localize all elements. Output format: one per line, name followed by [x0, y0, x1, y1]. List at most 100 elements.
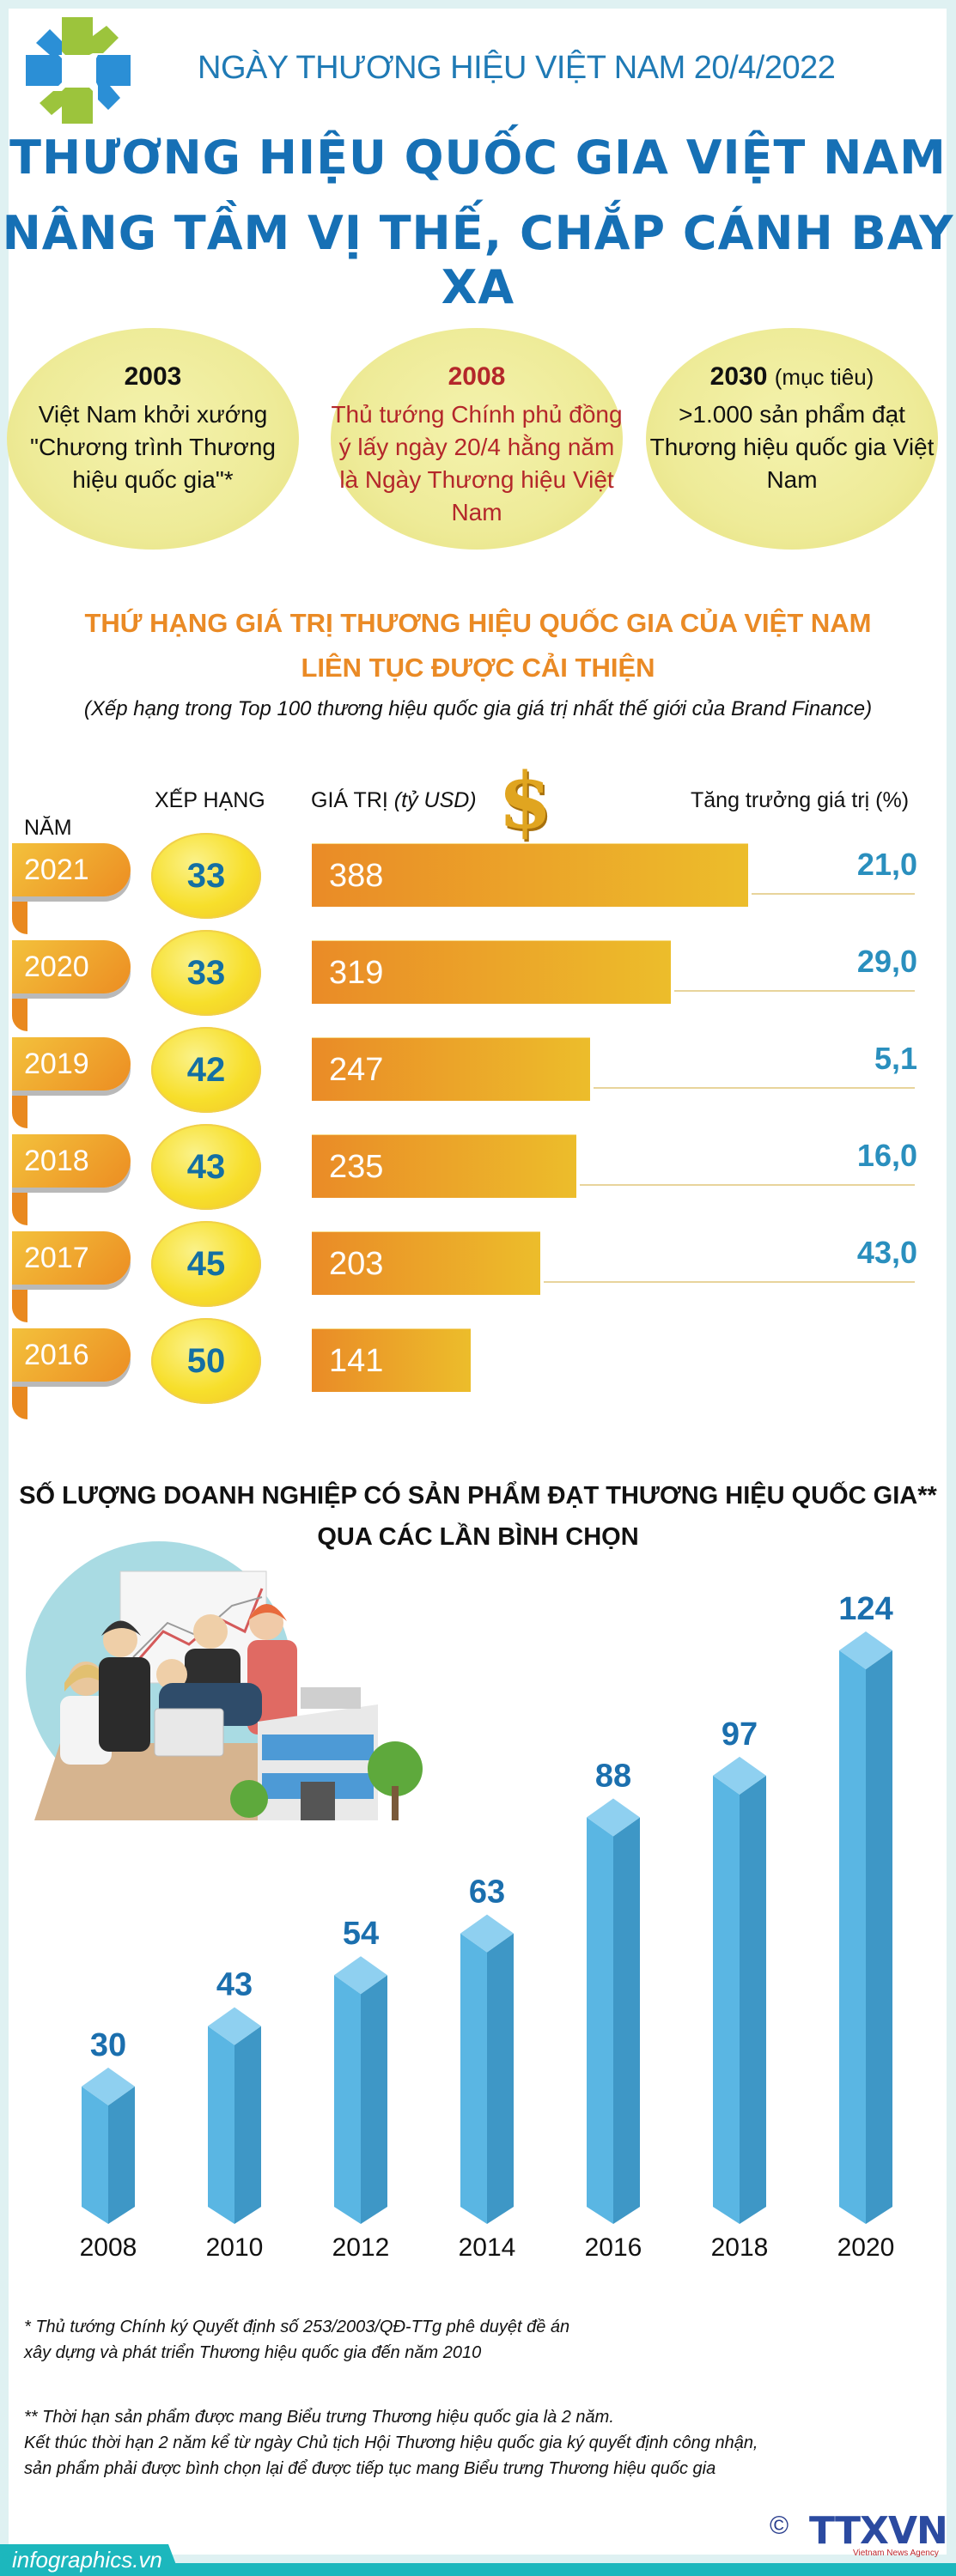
milestone-text: Thủ tướng Chính phủ đồng ý lấy ngày 20/4… — [331, 401, 623, 526]
value-bar: 235 — [312, 1134, 576, 1198]
footer-brand-link[interactable]: infographics.vn — [12, 2547, 162, 2573]
footnote-2-line2: Kết thúc thời hạn 2 năm kể từ ngày Chủ t… — [24, 2433, 758, 2452]
year-flag-tail — [12, 1184, 27, 1225]
x-tick-label: 2020 — [837, 2233, 895, 2258]
ranking-title-line1: THỨ HẠNG GIÁ TRỊ THƯƠNG HIỆU QUỐC GIA CỦ… — [84, 608, 872, 638]
footnote-1: * Thủ tướng Chính ký Quyết định số 253/2… — [24, 2314, 569, 2366]
bar-2010: 43 2010 — [206, 1967, 264, 2258]
x-tick-label: 2014 — [459, 2233, 516, 2258]
bar-top-face — [334, 1956, 387, 1995]
milestone-year: 2030 (mục tiêu) — [646, 362, 938, 392]
bar-2018: 97 2018 — [711, 1716, 769, 2258]
growth-value: 29,0 — [856, 944, 917, 979]
year-flag: 2018 — [12, 1134, 131, 1188]
column-header-year: NĂM — [24, 816, 72, 840]
ttxvn-logo: TTXVN — [809, 2509, 948, 2553]
dollar-icon: $ — [498, 756, 552, 847]
bar-value-label: 124 — [838, 1591, 892, 1627]
year-flag-tail — [12, 1281, 27, 1322]
milestone-2008: 2008 Thủ tướng Chính phủ đồng ý lấy ngày… — [331, 328, 642, 550]
ranking-row-2016: 2016 50 141 — [0, 1318, 956, 1419]
year-flag: 2019 — [12, 1037, 131, 1091]
growth-value: 43,0 — [856, 1235, 917, 1270]
year-flag-tail — [12, 1378, 27, 1419]
ranking-row-2019: 2019 42 247 5,1 — [0, 1027, 956, 1128]
milestones-timeline: 2003 Việt Nam khởi xướng "Chương trình T… — [0, 328, 956, 551]
bar-top-face — [713, 1756, 766, 1795]
bar-side-face — [613, 1817, 640, 2224]
x-tick-label: 2008 — [80, 2233, 137, 2258]
bar-front-face — [713, 1775, 740, 2224]
footnote-1-line1: * Thủ tướng Chính ký Quyết định số 253/2… — [24, 2318, 570, 2336]
bar-value-label: 63 — [469, 1874, 505, 1911]
x-tick-label: 2018 — [711, 2233, 769, 2258]
milestone-2030: 2030 (mục tiêu) >1.000 sản phẩm đạt Thươ… — [646, 328, 938, 550]
bar-2008: 30 2008 — [80, 2027, 137, 2258]
year-flag-tail — [12, 893, 27, 934]
x-tick-label: 2010 — [206, 2233, 264, 2258]
milestone-text: Việt Nam khởi xướng "Chương trình Thương… — [30, 401, 276, 493]
milestone-text: >1.000 sản phẩm đạt Thương hiệu quốc gia… — [649, 401, 935, 493]
year-flag: 2021 — [12, 843, 131, 896]
rank-badge: 42 — [151, 1027, 261, 1113]
ranking-title-line2: LIÊN TỤC ĐƯỢC CẢI THIỆN — [301, 653, 655, 683]
bar-value-label: 30 — [90, 2027, 126, 2063]
bar-side-face — [361, 1975, 387, 2224]
ranking-row-2018: 2018 43 235 16,0 — [0, 1124, 956, 1225]
bar-side-face — [234, 2026, 261, 2224]
national-brand-logo-icon — [26, 17, 131, 124]
ttxvn-logo-subtitle: Vietnam News Agency — [853, 2549, 939, 2558]
event-subtitle: NGÀY THƯƠNG HIỆU VIỆT NAM 20/4/2022 — [198, 50, 836, 86]
bar-top-face — [460, 1914, 514, 1953]
footer-band — [0, 2563, 956, 2576]
bar-value-label: 54 — [343, 1916, 379, 1952]
milestone-year-value: 2008 — [448, 362, 506, 391]
ranking-row-2020: 2020 33 319 29,0 — [0, 930, 956, 1031]
milestone-year: 2003 — [7, 362, 299, 392]
bar-front-face — [460, 1933, 487, 2224]
bar-front-face — [587, 1817, 613, 2224]
bar-value-label: 43 — [216, 1967, 253, 2003]
bar-front-face — [82, 2086, 108, 2224]
year-flag: 2017 — [12, 1231, 131, 1285]
column-header-value-label: GIÁ TRỊ — [311, 788, 388, 812]
x-tick-label: 2012 — [332, 2233, 390, 2258]
x-tick-label: 2016 — [585, 2233, 642, 2258]
growth-leader-line — [752, 893, 915, 895]
footnote-2-line1: ** Thời hạn sản phẩm được mang Biểu trưn… — [24, 2408, 614, 2427]
growth-value: 5,1 — [874, 1041, 917, 1076]
bar-value-label: 97 — [722, 1716, 758, 1753]
growth-leader-line — [593, 1087, 915, 1089]
bar-value-label: 88 — [595, 1759, 631, 1795]
footnote-2: ** Thời hạn sản phẩm được mang Biểu trưn… — [24, 2404, 758, 2482]
rank-badge: 43 — [151, 1124, 261, 1210]
main-title-line1: THƯƠNG HIỆU QUỐC GIA VIỆT NAM — [9, 131, 947, 185]
milestone-year-note: (mục tiêu) — [774, 364, 874, 390]
footer-brand-tab — [0, 2544, 180, 2576]
growth-leader-line — [579, 1184, 915, 1186]
copyright-icon: © — [770, 2512, 789, 2540]
enterprise-chart-title-line1: SỐ LƯỢNG DOANH NGHIỆP CÓ SẢN PHẨM ĐẠT TH… — [19, 1482, 937, 1510]
rank-badge: 50 — [151, 1318, 261, 1404]
bar-top-face — [208, 2007, 261, 2045]
bar-2014: 63 2014 — [459, 1874, 516, 2258]
year-flag: 2016 — [12, 1328, 131, 1382]
business-meeting-illustration — [26, 1541, 423, 1820]
growth-value: 21,0 — [856, 847, 917, 882]
bar-top-face — [82, 2067, 135, 2105]
year-flag-tail — [12, 1087, 27, 1128]
bar-front-face — [334, 1975, 361, 2224]
column-header-rank: XẾP HẠNG — [155, 788, 265, 812]
footnote-2-line3: sản phẩm phải được bình chọn lại để được… — [24, 2459, 716, 2478]
ranking-row-2021: 2021 33 388 21,0 — [0, 833, 956, 934]
milestone-2003: 2003 Việt Nam khởi xướng "Chương trình T… — [7, 328, 318, 550]
growth-value: 16,0 — [856, 1138, 917, 1173]
bar-2016: 88 2016 — [585, 1759, 642, 2258]
value-bar: 388 — [312, 843, 749, 907]
value-bar: 141 — [312, 1328, 471, 1392]
bar-top-face — [839, 1631, 892, 1669]
value-bar: 319 — [312, 940, 671, 1004]
bar-front-face — [839, 1650, 866, 2224]
bar-top-face — [587, 1798, 640, 1837]
enterprise-bar-chart: 30 2008 43 2010 54 2012 63 2014 88 2016 97 2018 124 2… — [80, 1591, 895, 2258]
